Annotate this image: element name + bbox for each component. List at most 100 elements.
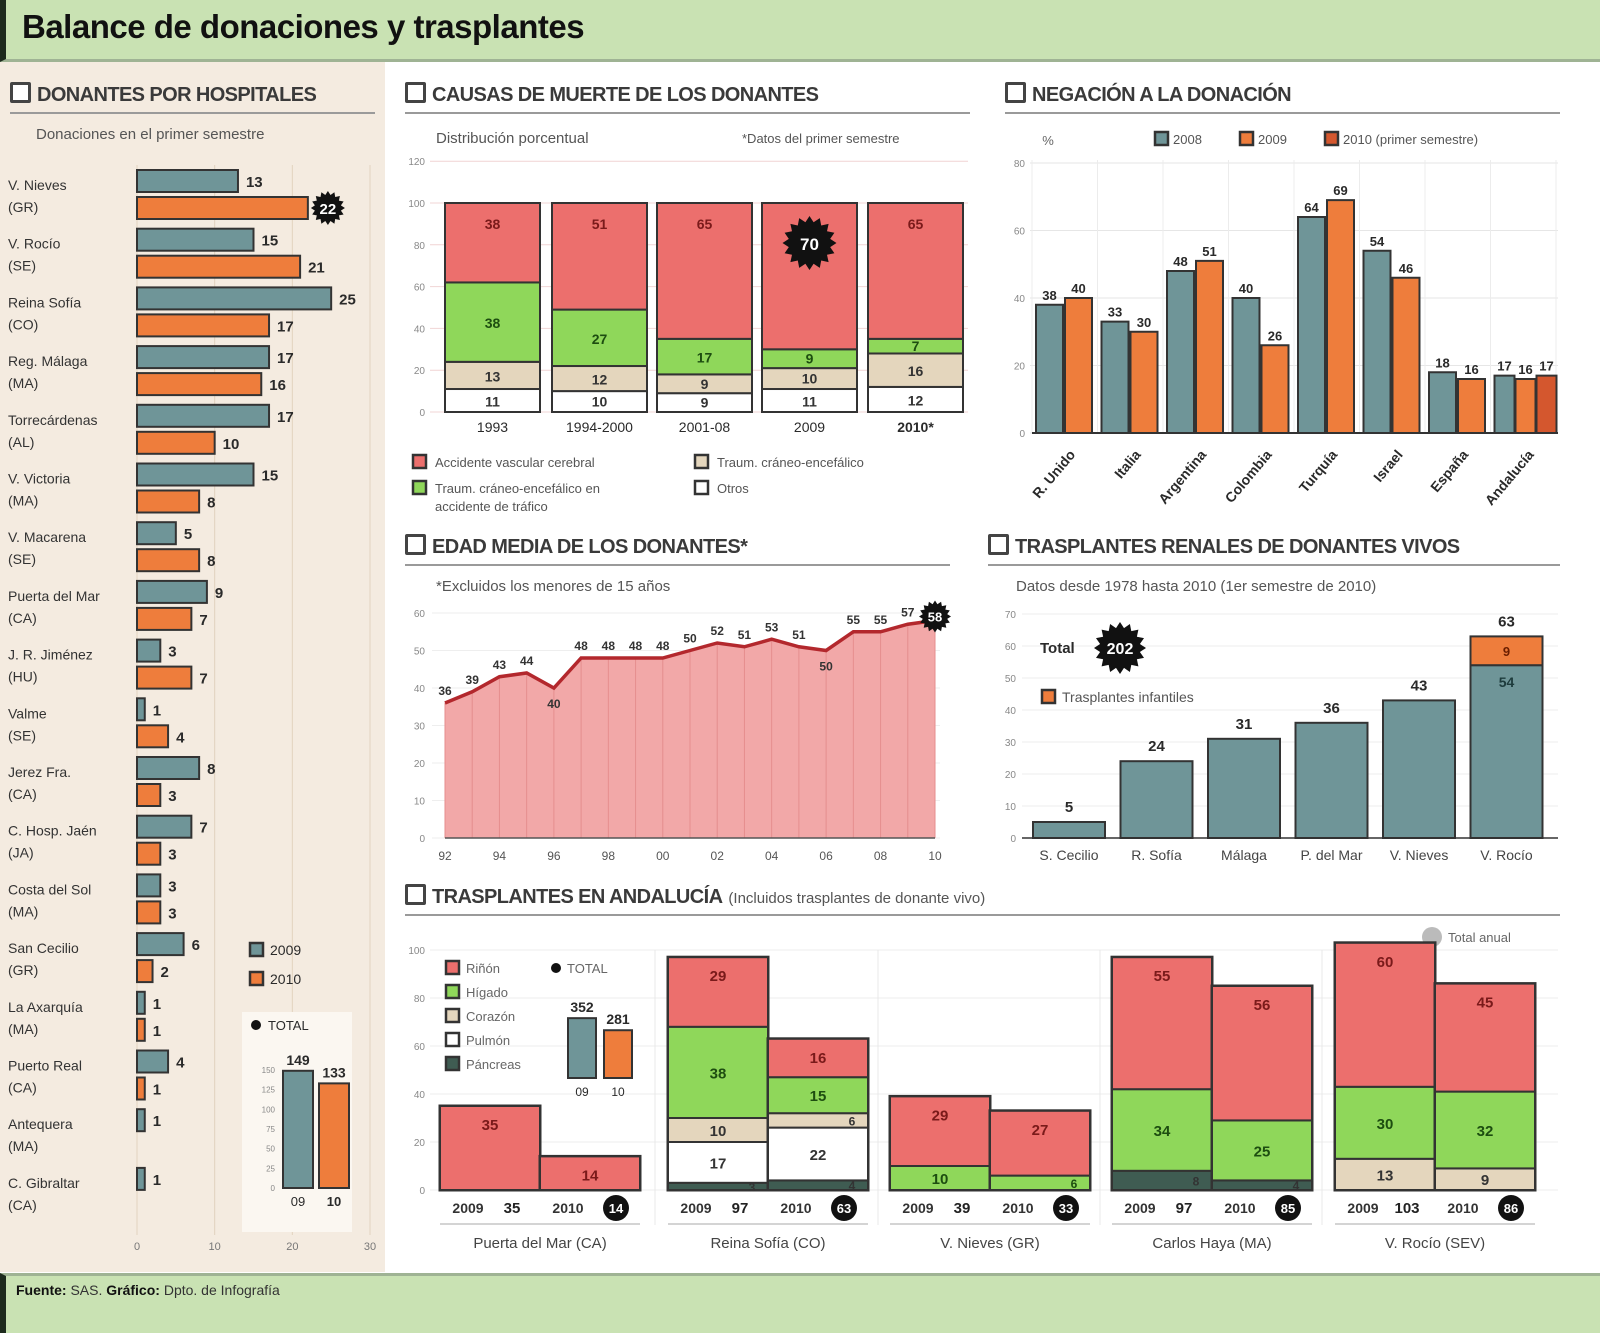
section-note: *Excluidos los menores de 15 años	[436, 578, 671, 595]
segment-value-label: 29	[710, 968, 727, 985]
section-title: TRASPLANTES EN ANDALUCÍA	[432, 886, 723, 908]
segment-value-label: 9	[1481, 1172, 1489, 1189]
highlight-starburst	[782, 216, 837, 270]
bar-2009	[136, 403, 271, 428]
segment-value-label: 65	[697, 216, 713, 232]
segment-value-label: 45	[1477, 995, 1494, 1012]
bar-2009	[1195, 259, 1224, 434]
legend-label: Traum. cráneo-encefálico en accidente de …	[435, 481, 600, 514]
legend-swatch-organ	[444, 983, 461, 1000]
y-tick-label: 50	[266, 1145, 275, 1154]
legend-label: Otros	[717, 481, 749, 496]
checkbox-square-icon	[10, 82, 31, 103]
bar-value-label: 30	[1137, 315, 1151, 330]
section-heading-hospitales: DONANTES POR HOSPITALES	[10, 82, 375, 114]
bar-2010	[136, 841, 162, 866]
segment-value-label: 10	[592, 394, 608, 410]
bullet-icon	[551, 963, 561, 973]
y-tick-label: 30	[414, 722, 426, 733]
x-tick-label: 0	[134, 1241, 140, 1253]
graphic-label: Gráfico:	[106, 1282, 160, 1298]
year-label: 2009	[452, 1200, 483, 1216]
y-axis-unit: %	[1042, 133, 1054, 148]
year-label: 2009	[902, 1200, 933, 1216]
bar-value-label: 3	[168, 878, 176, 895]
x-tick-label: 96	[547, 849, 561, 863]
hospital-label: Valme (SE)	[8, 705, 47, 743]
bar-2008	[1297, 216, 1326, 434]
category-label: Italia	[1111, 446, 1144, 481]
section-heading-causas: CAUSAS DE MUERTE DE LOS DONANTES	[405, 82, 970, 114]
section-subtitle: (Incluidos trasplantes de donante vivo)	[728, 890, 986, 907]
segment-value-label: 3	[749, 1180, 756, 1194]
segment-value-label: 27	[592, 331, 608, 347]
credits: Fuente: SAS. Gráfico: Dpto. de Infografí…	[16, 1282, 280, 1298]
bar-2009	[136, 990, 146, 1015]
legend-swatch-organ	[444, 1055, 461, 1072]
bar-value-label: 7	[199, 671, 207, 688]
legend-label: 2010	[270, 971, 301, 987]
year-label: 2009	[1124, 1200, 1155, 1216]
legend-swatch-organ	[444, 1007, 461, 1024]
y-tick-label: 100	[408, 199, 425, 210]
segment-value-label: 10	[710, 1123, 727, 1140]
bar-2010	[136, 665, 193, 690]
stacked-segment-3	[551, 202, 648, 311]
section-title: NEGACIÓN A LA DONACIÓN	[1032, 84, 1292, 106]
hospital-name: Puerta del Mar (CA)	[473, 1235, 606, 1252]
bar-value-label: 1	[153, 1172, 161, 1189]
header-bar: Balance de donaciones y trasplantes	[0, 0, 1600, 62]
bar-2009	[1514, 378, 1537, 434]
data-label: 40	[547, 697, 561, 711]
category-label: 1993	[477, 419, 508, 435]
bar-2010 (primer semestre)	[1535, 374, 1558, 434]
annual-total-badge	[603, 1195, 629, 1221]
hospital-label: Antequera (MA)	[8, 1116, 73, 1154]
y-tick-label: 25	[266, 1164, 275, 1173]
y-tick-label: 20	[414, 759, 426, 770]
hospital-name: Carlos Haya (MA)	[1152, 1235, 1271, 1252]
section-title: DONANTES POR HOSPITALES	[37, 84, 317, 106]
segment-value-label: 29	[932, 1107, 949, 1124]
bar-2010	[136, 254, 302, 279]
hospital-label: V. Macarena (SE)	[8, 529, 86, 567]
bar-value-label: 48	[1173, 254, 1187, 269]
x-tick-label: 08	[874, 849, 888, 863]
y-tick-label: 10	[1005, 802, 1017, 813]
year-label: 2010	[780, 1200, 811, 1216]
bar-2010	[136, 1017, 146, 1042]
data-label: 51	[738, 628, 752, 642]
bar-value-label: 1	[153, 1023, 161, 1040]
total-bar	[567, 1017, 597, 1079]
bar-2009	[136, 521, 177, 546]
y-tick-label: 0	[1019, 429, 1025, 440]
source-value: SAS.	[70, 1282, 103, 1298]
category-label: Colombia	[1222, 446, 1275, 505]
bar-adultos	[1207, 737, 1281, 839]
annual-total-value: 97	[1176, 1200, 1193, 1217]
segment-value-label: 11	[485, 394, 500, 410]
stacked-segment-Pulmón	[667, 1141, 769, 1184]
bar-2009	[136, 638, 162, 663]
annual-total-value: 86	[1504, 1201, 1518, 1216]
year-label: 2009	[1347, 1200, 1378, 1216]
legend-swatch-2009	[248, 941, 265, 958]
legend-label: Pulmón	[466, 1033, 510, 1048]
section-note: *Datos del primer semestre	[742, 131, 900, 146]
annual-total-value: 14	[609, 1201, 624, 1216]
bar-2008	[1035, 303, 1064, 434]
segment-value-label: 9	[701, 395, 709, 411]
total-bar	[603, 1029, 633, 1079]
source-label: Fuente:	[16, 1282, 67, 1298]
hospital-label: C. Gibraltar (CA)	[8, 1175, 80, 1213]
segment-value-label: 17	[710, 1155, 727, 1172]
section-title: CAUSAS DE MUERTE DE LOS DONANTES	[432, 84, 819, 106]
legend-label: Trasplantes infantiles	[1062, 689, 1194, 705]
bar-2009	[136, 932, 185, 957]
checkbox-square-icon	[1005, 82, 1026, 103]
category-label: P. del Mar	[1301, 847, 1363, 863]
stacked-segment-1	[444, 360, 541, 391]
bar-value-label: 33	[1108, 305, 1122, 320]
page-title: Balance de donaciones y trasplantes	[22, 8, 585, 45]
